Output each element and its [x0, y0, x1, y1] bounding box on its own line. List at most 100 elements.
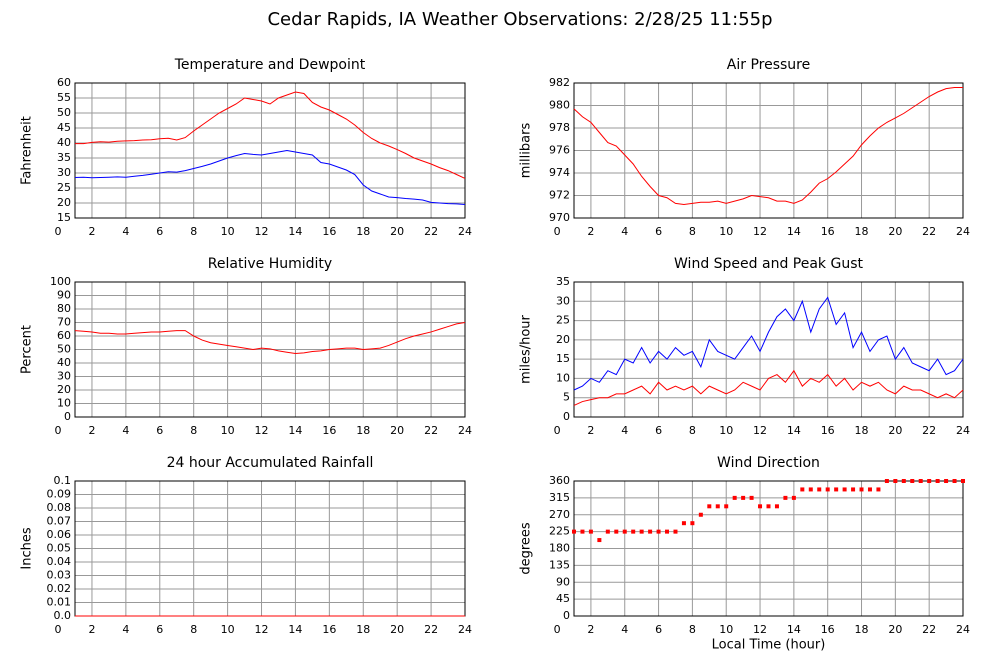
data-point — [808, 487, 813, 492]
y-tick-label: 0.0 — [54, 609, 72, 622]
data-point — [724, 504, 729, 509]
y-tick-label: 15 — [57, 211, 71, 224]
x-tick-label: 24 — [956, 424, 970, 437]
x-tick-label: 14 — [787, 225, 801, 238]
x-tick-label: 0 — [55, 424, 62, 437]
x-axis-label: Local Time (hour) — [712, 638, 826, 653]
y-tick-label: 0.08 — [47, 501, 72, 514]
x-tick-label: 24 — [458, 424, 472, 437]
x-tick-label: 22 — [922, 424, 936, 437]
data-point — [656, 529, 661, 534]
y-tick-label: 0 — [64, 410, 71, 423]
x-tick-label: 10 — [221, 623, 235, 636]
data-point — [639, 529, 644, 534]
x-tick-label: 2 — [587, 225, 594, 238]
y-axis-label: Percent — [20, 325, 35, 374]
x-tick-label: 18 — [356, 225, 370, 238]
y-tick-label: 100 — [50, 275, 71, 288]
y-tick-label: 0.01 — [47, 596, 72, 609]
y-tick-label: 976 — [549, 144, 570, 157]
data-point — [927, 479, 932, 483]
x-tick-label: 14 — [288, 424, 302, 437]
x-tick-label: 20 — [888, 424, 902, 437]
x-tick-label: 0 — [554, 225, 561, 238]
x-tick-label: 16 — [821, 225, 835, 238]
data-point — [588, 529, 593, 534]
y-axis-label: Fahrenheit — [20, 116, 35, 185]
x-tick-label: 8 — [689, 424, 696, 437]
y-tick-label: 970 — [549, 211, 570, 224]
y-tick-label: 0.04 — [47, 555, 72, 568]
x-tick-label: 10 — [221, 424, 235, 437]
x-tick-label: 0 — [55, 225, 62, 238]
x-tick-label: 14 — [787, 424, 801, 437]
x-tick-label: 4 — [122, 623, 129, 636]
x-tick-label: 14 — [288, 623, 302, 636]
data-line — [573, 369, 964, 406]
y-axis-label: miles/hour — [519, 314, 534, 383]
data-point — [580, 529, 585, 534]
x-tick-label: 18 — [855, 225, 869, 238]
x-tick-label: 4 — [621, 623, 628, 636]
data-point — [741, 495, 746, 500]
x-tick-label: 0 — [55, 623, 62, 636]
plot-frame — [573, 480, 964, 617]
x-tick-label: 22 — [424, 623, 438, 636]
x-tick-label: 6 — [156, 225, 163, 238]
x-tick-label: 4 — [621, 225, 628, 238]
data-line — [573, 296, 964, 391]
data-point — [614, 529, 619, 534]
y-tick-label: 90 — [556, 575, 570, 588]
panel-title: Wind Speed and Peak Gust — [674, 256, 863, 272]
y-tick-label: 35 — [556, 275, 570, 288]
x-tick-label: 2 — [88, 623, 95, 636]
y-tick-label: 25 — [556, 314, 570, 327]
x-tick-label: 4 — [122, 225, 129, 238]
data-point — [918, 479, 923, 483]
x-tick-label: 6 — [156, 623, 163, 636]
panel-title: Wind Direction — [717, 455, 820, 471]
data-point — [817, 487, 822, 492]
x-tick-label: 8 — [190, 623, 197, 636]
data-point — [876, 487, 881, 492]
data-point — [901, 479, 906, 483]
data-point — [597, 538, 602, 543]
y-tick-label: 50 — [57, 106, 71, 119]
x-tick-label: 6 — [156, 424, 163, 437]
panel-title: Temperature and Dewpoint — [174, 57, 366, 73]
data-point — [859, 487, 864, 492]
y-tick-label: 25 — [57, 181, 71, 194]
y-tick-label: 30 — [57, 166, 71, 179]
x-tick-label: 24 — [458, 225, 472, 238]
data-point — [935, 479, 940, 483]
x-tick-label: 22 — [922, 623, 936, 636]
x-tick-label: 18 — [855, 623, 869, 636]
x-tick-label: 2 — [587, 424, 594, 437]
data-point — [631, 529, 636, 534]
y-tick-label: 60 — [57, 76, 71, 89]
plot-frame — [573, 281, 964, 418]
y-tick-label: 0 — [563, 609, 570, 622]
x-tick-label: 20 — [390, 623, 404, 636]
y-tick-label: 225 — [549, 525, 570, 538]
data-point — [961, 479, 965, 483]
x-tick-label: 20 — [888, 623, 902, 636]
y-tick-label: 20 — [57, 383, 71, 396]
plot-frame — [74, 281, 466, 418]
data-point — [884, 479, 889, 483]
data-point — [867, 487, 872, 492]
y-tick-label: 70 — [57, 316, 71, 329]
data-point — [707, 504, 712, 509]
data-point — [648, 529, 653, 534]
plot-frame — [74, 82, 466, 219]
page-title: Cedar Rapids, IA Weather Observations: 2… — [267, 9, 772, 30]
x-tick-label: 16 — [821, 424, 835, 437]
x-tick-label: 2 — [587, 623, 594, 636]
data-point — [851, 487, 856, 492]
y-tick-label: 978 — [549, 121, 570, 134]
y-tick-label: 0.09 — [47, 488, 72, 501]
data-point — [944, 479, 949, 483]
y-tick-label: 10 — [556, 371, 570, 384]
y-tick-label: 0.02 — [47, 582, 72, 595]
